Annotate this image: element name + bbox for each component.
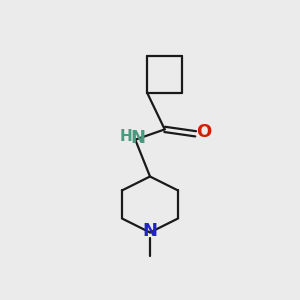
Text: N: N [142, 222, 158, 240]
Text: O: O [196, 123, 212, 141]
Text: N: N [131, 129, 146, 147]
Text: H: H [119, 129, 132, 144]
